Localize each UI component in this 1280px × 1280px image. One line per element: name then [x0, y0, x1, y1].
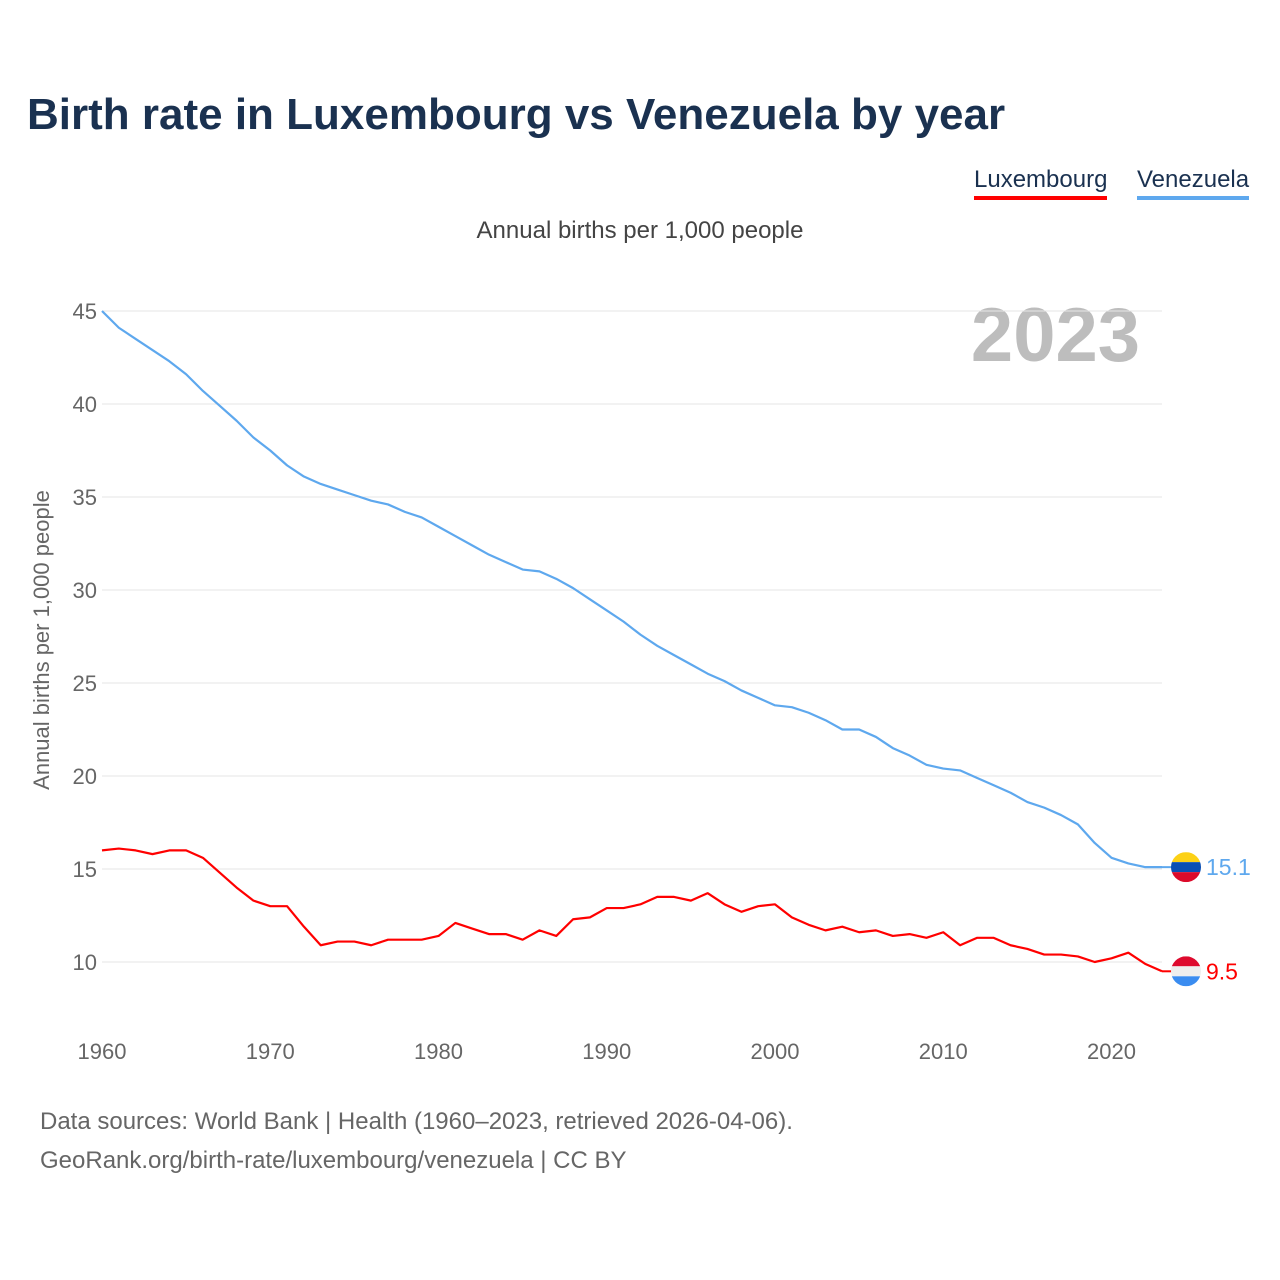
x-tick-label: 2010 — [919, 1039, 968, 1064]
chart-title: Birth rate in Luxembourg vs Venezuela by… — [27, 90, 1006, 139]
y-tick-label: 15 — [73, 857, 97, 882]
series-line-venezuela — [101, 310, 1162, 869]
y-tick-label: 30 — [73, 578, 97, 603]
y-tick-label: 45 — [73, 299, 97, 324]
footer-sources: Data sources: World Bank | Health (1960–… — [40, 1108, 793, 1135]
chart-subtitle: Annual births per 1,000 people — [476, 217, 804, 244]
x-tick-label: 2000 — [751, 1039, 800, 1064]
year-watermark: 2023 — [970, 293, 1140, 378]
luxembourg-flag-icon — [1171, 956, 1201, 987]
end-value-label: 9.5 — [1206, 958, 1238, 984]
y-tick-label: 10 — [73, 950, 97, 975]
y-tick-label: 35 — [73, 485, 97, 510]
legend-luxembourg[interactable]: Luxembourg — [974, 166, 1108, 200]
footer-link[interactable]: GeoRank.org/birth-rate/luxembourg/venezu… — [40, 1147, 627, 1174]
venezuela-flag-icon — [1171, 852, 1201, 883]
y-tick-label: 20 — [73, 764, 97, 789]
series-line-luxembourg — [101, 847, 1163, 973]
y-tick-label: 40 — [73, 392, 97, 417]
x-tick-label: 1990 — [582, 1039, 631, 1064]
x-tick-label: 1960 — [78, 1039, 127, 1064]
x-tick-label: 2020 — [1087, 1039, 1136, 1064]
y-tick-label: 25 — [73, 671, 97, 696]
x-tick-label: 1970 — [246, 1039, 295, 1064]
legend-venezuela[interactable]: Venezuela — [1137, 166, 1250, 200]
x-tick-label: 1980 — [414, 1039, 463, 1064]
end-value-label: 15.1 — [1206, 854, 1251, 880]
